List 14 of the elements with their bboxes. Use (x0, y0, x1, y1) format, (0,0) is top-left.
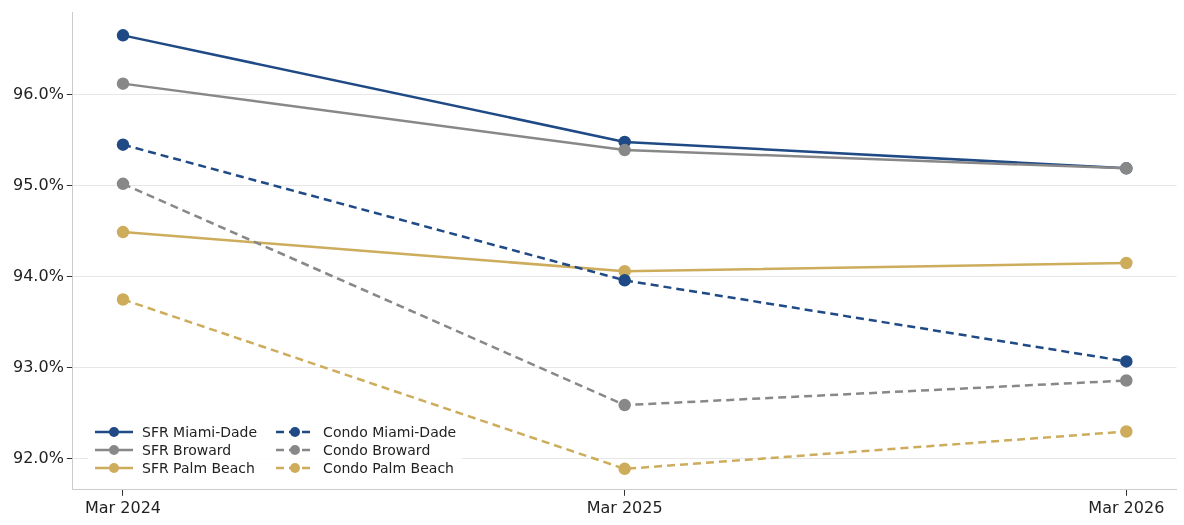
y-tick-label: 95.0% (13, 174, 64, 194)
y-tick-label: 96.0% (13, 83, 64, 103)
legend-label: Condo Miami-Dade (323, 424, 457, 440)
y-tick-label: 93.0% (13, 356, 64, 376)
x-tick-label: Mar 2024 (85, 497, 161, 517)
x-tick-label: Mar 2026 (1088, 497, 1165, 517)
y-tick-label: 94.0% (13, 265, 64, 285)
legend-label: SFR Palm Beach (142, 460, 255, 476)
legend-label: Condo Palm Beach (323, 460, 454, 476)
legend-label: SFR Broward (142, 442, 232, 458)
x-tick-label: Mar 2025 (586, 497, 663, 517)
legend-label: Condo Broward (323, 442, 431, 458)
legend-label: SFR Miami-Dade (142, 424, 258, 440)
y-tick-label: 92.0% (13, 447, 64, 467)
